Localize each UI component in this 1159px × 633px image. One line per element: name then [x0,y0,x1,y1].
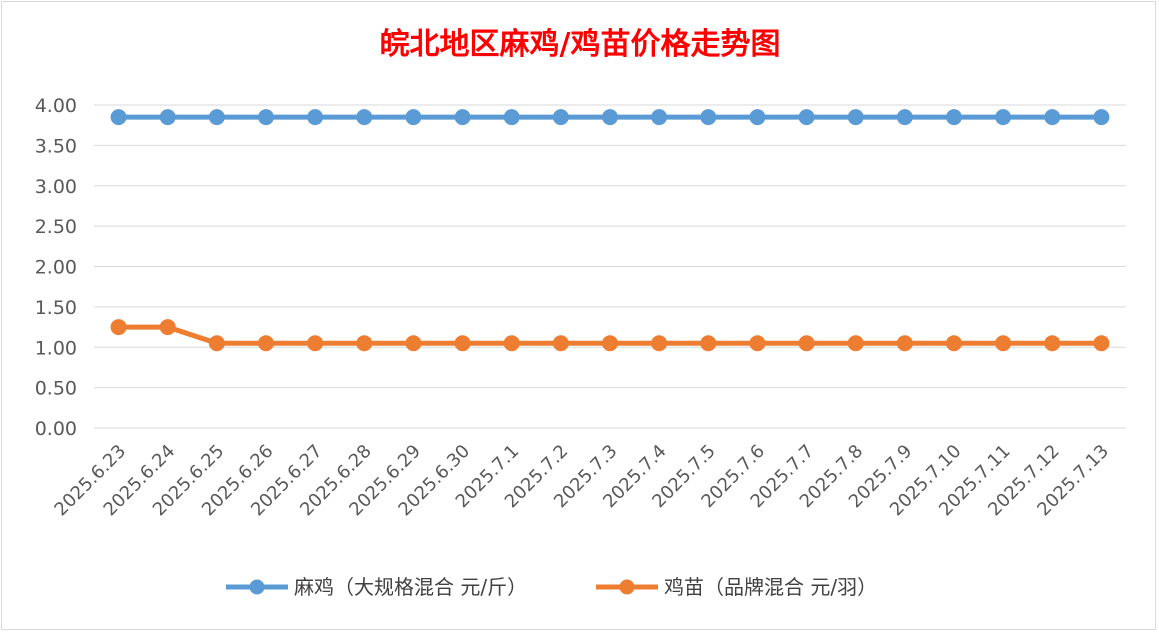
data-point [552,109,569,126]
legend-label: 鸡苗（品牌混合 元/羽） [664,575,877,599]
data-point [1044,335,1061,352]
data-point [847,109,864,126]
x-axis-ticks: 2025.6.232025.6.242025.6.252025.6.262025… [50,441,1112,521]
series-2 [110,319,1110,352]
data-point [995,109,1012,126]
data-point [307,335,324,352]
y-tick-label: 1.00 [35,337,77,359]
data-point [896,109,913,126]
data-point [651,109,668,126]
data-point [749,335,766,352]
legend-item: 鸡苗（品牌混合 元/羽） [596,575,877,599]
data-point [454,109,471,126]
data-point [602,335,618,352]
data-point [946,109,962,126]
data-point [847,335,864,352]
legend-swatch-marker [619,579,635,595]
data-point [208,109,225,126]
legend-item: 麻鸡（大规格混合 元/斤） [226,575,527,599]
data-point [356,335,373,352]
data-point [896,335,913,352]
grid-layer [94,104,1126,429]
data-point [503,109,520,126]
legend-swatch-marker [249,579,265,595]
data-point [700,335,717,352]
data-point [503,335,520,352]
y-axis-ticks: 0.00 0.50 1.00 1.50 2.00 2.50 3.00 3.50 4.00 [35,95,77,440]
data-point [208,335,225,352]
data-point [1093,335,1110,352]
data-point [749,109,766,126]
data-point [110,109,127,126]
data-point [258,109,274,126]
chart-title: 皖北地区麻鸡/鸡苗价格走势图 [380,27,781,62]
data-point [356,109,373,126]
data-point [1093,109,1110,126]
y-tick-label: 0.50 [35,378,77,400]
data-point [258,335,274,352]
data-point [946,335,962,352]
y-tick-label: 4.00 [35,95,77,117]
series-1 [110,109,1110,126]
data-point [602,109,618,126]
y-tick-label: 3.50 [35,135,77,157]
legend: 麻鸡（大规格混合 元/斤） 鸡苗（品牌混合 元/羽） [226,575,877,599]
data-point [552,335,569,352]
y-tick-label: 1.50 [35,297,77,319]
data-point [307,109,324,126]
y-tick-label: 2.50 [35,216,77,238]
data-point [454,335,471,352]
data-point [798,335,815,352]
data-point [110,319,127,336]
data-point [159,319,176,336]
data-point [1044,109,1061,126]
y-tick-label: 0.00 [35,418,77,440]
y-tick-label: 2.00 [35,257,77,279]
data-point [798,109,815,126]
legend-label: 麻鸡（大规格混合 元/斤） [294,575,527,599]
series-layer [110,109,1110,352]
data-point [405,335,422,352]
data-point [995,335,1012,352]
data-point [159,109,176,126]
data-point [651,335,668,352]
y-tick-label: 3.00 [35,176,77,198]
data-point [700,109,717,126]
data-point [405,109,422,126]
